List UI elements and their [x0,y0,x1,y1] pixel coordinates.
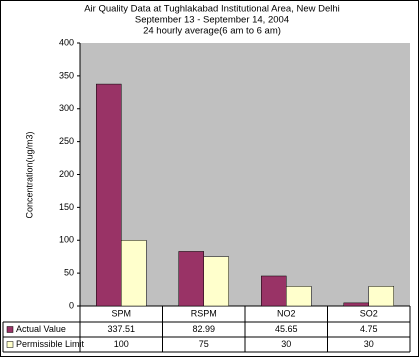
legend-swatch [6,326,14,333]
legend-swatch [6,341,14,348]
y-axis-label: Concentration(ug/m3) [24,131,34,218]
bar [343,302,369,307]
y-tick-label: 150 [59,202,74,212]
x-tick-label: NO2 [277,308,296,318]
bar [178,251,204,307]
y-tick-label: 100 [59,235,74,245]
bar [96,83,122,307]
table-value: 30 [364,339,374,349]
legend-label: Permissible Limit [16,339,85,349]
table-value: 100 [114,339,129,349]
bar [203,256,229,307]
table-value: 30 [281,339,291,349]
y-tick-label: 400 [59,37,74,47]
bar [368,286,394,307]
chart-title: Air Quality Data at Tughlakabad Institut… [84,4,340,15]
table-value: 75 [199,339,209,349]
chart-title: 24 hourly average(6 am to 6 am) [143,26,281,37]
y-tick-label: 300 [59,103,74,113]
y-tick-label: 50 [64,268,74,278]
chart-title: September 13 - September 14, 2004 [135,15,289,26]
table-value: 45.65 [275,324,298,334]
y-tick-label: 350 [59,70,74,80]
table-value: 82.99 [192,324,215,334]
y-tick-label: 250 [59,136,74,146]
y-tick-label: 0 [69,300,74,310]
table-value: 337.51 [107,324,135,334]
table-value: 4.75 [360,324,378,334]
bar [261,275,287,307]
x-tick-label: SO2 [360,308,378,318]
y-tick-label: 200 [59,169,74,179]
bar [286,286,312,307]
x-tick-label: SPM [111,308,131,318]
legend-label: Actual Value [16,324,66,334]
x-tick-label: RSPM [191,308,217,318]
bar [121,240,147,307]
